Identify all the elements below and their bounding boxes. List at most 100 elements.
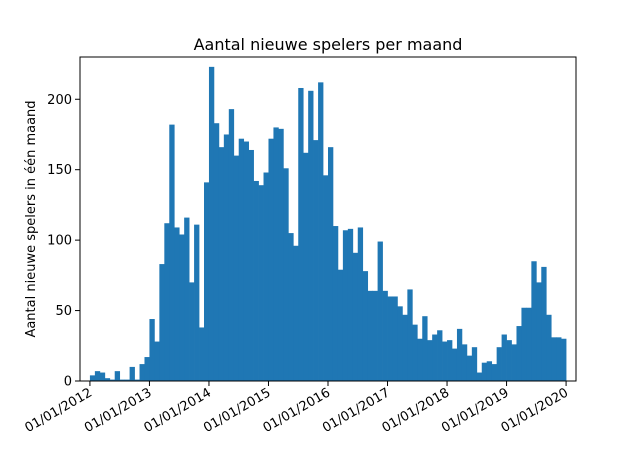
bar-2018-02	[452, 348, 458, 381]
bar-2014-06	[233, 155, 240, 381]
bar-2015-07	[298, 87, 304, 381]
bar-2013-11	[199, 327, 205, 381]
bar-2014-08	[243, 141, 249, 381]
bar-2016-04	[342, 230, 349, 381]
bar-2013-02	[154, 341, 160, 381]
bar-2016-08	[362, 271, 369, 381]
bar-2015-05	[288, 233, 294, 381]
bar-2018-05	[466, 355, 473, 381]
bar-2017-08	[422, 316, 428, 381]
bar-2014-07	[238, 138, 245, 381]
bar-2019-06	[531, 261, 537, 381]
bar-2018-11	[496, 347, 502, 381]
bar-2013-10	[194, 224, 200, 381]
bar-2019-11	[556, 337, 562, 381]
bar-2016-05	[347, 228, 354, 381]
bar-2015-03	[278, 128, 284, 381]
bar-2013-07	[179, 234, 185, 381]
bar-2014-05	[228, 109, 235, 382]
bar-2014-01	[208, 66, 215, 381]
bar-2014-10	[253, 180, 259, 381]
bar-2015-09	[308, 90, 314, 382]
bar-2015-06	[293, 245, 299, 381]
bar-2016-02	[332, 226, 339, 381]
bar-2018-08	[481, 362, 488, 381]
bar-2019-08	[541, 266, 547, 381]
bar-2018-01	[447, 340, 453, 381]
bars-group	[89, 66, 567, 382]
bar-2015-01	[268, 138, 274, 381]
bar-2016-03	[337, 269, 344, 381]
bar-2016-07	[357, 227, 364, 381]
bar-2016-09	[367, 290, 373, 381]
bar-2019-07	[536, 282, 542, 381]
bar-2013-03	[159, 264, 165, 381]
bar-2014-09	[248, 149, 254, 381]
bar-2013-12	[204, 182, 210, 381]
bar-2019-04	[521, 307, 527, 381]
bar-2019-02	[511, 344, 517, 381]
bar-2012-04	[104, 378, 111, 381]
bar-2019-05	[526, 307, 532, 381]
y-tick-label: 0	[64, 375, 72, 390]
bar-2014-04	[223, 134, 230, 381]
bar-2018-04	[461, 344, 468, 381]
y-tick-label: 100	[47, 234, 72, 249]
bar-2012-11	[139, 364, 145, 381]
bar-2019-03	[516, 326, 522, 381]
x-tick-label: 01/01/2020	[499, 385, 571, 435]
bar-2012-05	[109, 379, 116, 381]
bar-2019-01	[506, 340, 512, 381]
bar-2018-09	[486, 361, 493, 381]
y-tick-label: 200	[47, 93, 72, 108]
y-axis-ticks: 0 50 100 150 200	[47, 93, 80, 390]
bar-2015-10	[313, 140, 319, 381]
bar-2013-08	[184, 217, 190, 381]
bar-2013-06	[174, 227, 180, 381]
bar-2015-12	[323, 175, 329, 381]
bar-2013-01	[149, 319, 155, 381]
y-tick-label: 50	[55, 304, 72, 319]
bar-2017-02	[392, 296, 398, 381]
bar-2012-09	[129, 366, 135, 381]
bar-2019-12	[561, 338, 567, 381]
bar-2012-08	[124, 379, 130, 381]
bar-2017-11	[437, 330, 443, 381]
bar-2017-01	[387, 296, 393, 381]
bar-2012-03	[99, 372, 106, 381]
bar-2014-03	[218, 147, 225, 381]
bar-2017-04	[402, 314, 408, 381]
bar-2012-12	[144, 357, 150, 381]
bar-2012-02	[94, 371, 101, 381]
bar-2012-06	[114, 371, 121, 381]
bar-2017-10	[432, 334, 438, 381]
bar-2017-12	[442, 341, 448, 381]
bar-2012-10	[134, 379, 140, 381]
chart-title: Aantal nieuwe spelers per maand	[194, 35, 463, 54]
bar-2018-10	[491, 364, 497, 381]
bar-2017-06	[412, 324, 418, 381]
bar-2016-12	[382, 290, 388, 381]
bar-2015-02	[273, 127, 279, 381]
bar-2014-11	[258, 185, 264, 381]
y-tick-label: 150	[47, 163, 72, 178]
bar-2018-12	[501, 334, 507, 381]
bar-2015-04	[283, 168, 289, 381]
bar-2012-01	[89, 375, 96, 381]
bar-2016-06	[352, 252, 359, 381]
y-axis-label: Aantal nieuwe spelers in één maand	[24, 100, 39, 337]
bar-2015-08	[303, 152, 309, 381]
bar-2013-09	[189, 282, 195, 381]
bar-2017-07	[417, 338, 423, 381]
bar-2017-09	[427, 340, 433, 381]
bar-2019-10	[551, 337, 557, 381]
bar-2012-07	[119, 379, 125, 381]
bar-2018-06	[471, 347, 478, 381]
bar-2016-10	[372, 290, 378, 381]
bar-2016-11	[377, 241, 383, 381]
bar-2016-01	[328, 147, 334, 381]
bar-2013-04	[164, 223, 170, 381]
bar-2018-07	[476, 372, 483, 381]
bar-2017-03	[397, 306, 403, 381]
